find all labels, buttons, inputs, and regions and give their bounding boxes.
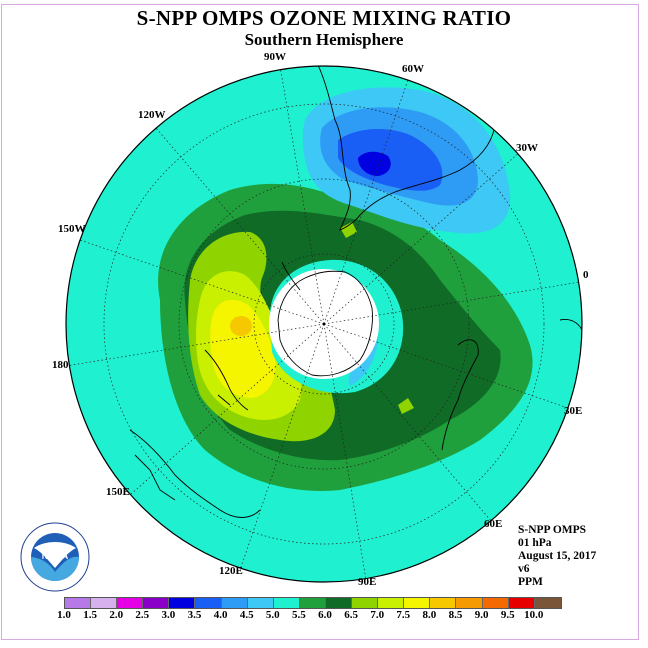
lon-label-90e: 90E [358, 576, 377, 588]
lon-label-30e: 30E [564, 405, 583, 417]
contour-low-3-0 [358, 151, 391, 176]
colorbar-segment [117, 598, 144, 608]
colorbar-tick-label: 5.0 [265, 609, 280, 621]
contour-low-3-5 [338, 128, 443, 191]
info-units: PPM [518, 576, 543, 588]
colorbar-segment [325, 598, 353, 608]
colorbar [64, 597, 562, 609]
colorbar-tick-label: 8.5 [448, 609, 463, 621]
colorbar-segment [91, 598, 118, 608]
colorbar-segment [404, 598, 431, 608]
page-subtitle: Southern Hemisphere [244, 30, 404, 49]
noaa-logo: NOAA [20, 522, 90, 592]
colorbar-tick-label: 4.5 [239, 609, 254, 621]
lon-label-150w: 150W [58, 223, 86, 235]
colorbar-segment [378, 598, 405, 608]
lon-label-180: 180 [52, 359, 69, 371]
colorbar-tick-label: 10.0 [524, 609, 544, 621]
map-frame [1, 4, 639, 640]
colorbar-segment [221, 598, 248, 608]
colorbar-ticks: 1.0 1.5 2.0 2.5 3.0 3.5 4.0 4.5 5.0 5.5 6.0 6.5 7.0 7… [52, 609, 612, 623]
lon-label-90w: 90W [264, 51, 286, 63]
contour-high-8-0 [230, 316, 252, 336]
colorbar-tick-label: 5.5 [292, 609, 306, 621]
colorbar-tick-label: 2.5 [135, 609, 150, 621]
colorbar-segment [65, 598, 92, 608]
south-pole-marker [322, 322, 326, 326]
colorbar-segment [273, 598, 300, 608]
colorbar-segment [143, 598, 170, 608]
noaa-logo-text: NOAA [42, 551, 69, 561]
colorbar-segment [482, 598, 509, 608]
colorbar-tick-label: 7.5 [396, 609, 411, 621]
colorbar-segment [169, 598, 196, 608]
lon-label-120e: 120E [219, 565, 243, 577]
colorbar-tick-label: 8.0 [422, 609, 437, 621]
contour-patch-b [398, 398, 414, 414]
lon-label-60w: 60W [402, 63, 424, 75]
lon-label-30w: 30W [516, 142, 538, 154]
lon-label-60e: 60E [484, 518, 503, 530]
info-level: 01 hPa [518, 537, 552, 549]
colorbar-tick-label: 3.0 [161, 609, 176, 621]
colorbar-tick-label: 2.0 [109, 609, 124, 621]
page-title: S-NPP OMPS OZONE MIXING RATIO [136, 6, 512, 30]
colorbar-segment [195, 598, 222, 608]
colorbar-tick-label: 4.0 [213, 609, 228, 621]
lon-label-0: 0 [583, 269, 589, 281]
colorbar-tick-label: 6.5 [344, 609, 358, 621]
coastlines [129, 66, 582, 518]
lon-label-120w: 120W [138, 109, 166, 121]
colorbar-tick-label: 7.0 [370, 609, 385, 621]
info-date: August 15, 2017 [518, 550, 597, 562]
lon-label-150e: 150E [106, 486, 130, 498]
colorbar-tick-label: 9.5 [500, 609, 515, 621]
colorbar-tick-label: 9.0 [474, 609, 489, 621]
map-boundary [65, 65, 583, 583]
colorbar-segment [430, 598, 457, 608]
colorbar-segment [508, 598, 535, 608]
colorbar-segment [352, 598, 379, 608]
graticule [66, 66, 581, 581]
info-instrument: S-NPP OMPS [518, 524, 587, 536]
colorbar-segment [247, 598, 274, 608]
colorbar-tick-label: 6.0 [318, 609, 332, 621]
contour-high-7-5 [210, 299, 276, 398]
info-block: S-NPP OMPS 01 hPa August 15, 2017 v6 PPM [518, 524, 596, 589]
colorbar-segment [534, 598, 561, 608]
colorbar-tick-label: 3.5 [187, 609, 202, 621]
colorbar-tick-label: 1.5 [83, 609, 97, 621]
colorbar-segment [299, 598, 326, 608]
contour-patch-a [340, 222, 357, 238]
colorbar-tick-label: 1.0 [57, 609, 71, 621]
colorbar-segment [456, 598, 483, 608]
info-version: v6 [518, 563, 530, 575]
